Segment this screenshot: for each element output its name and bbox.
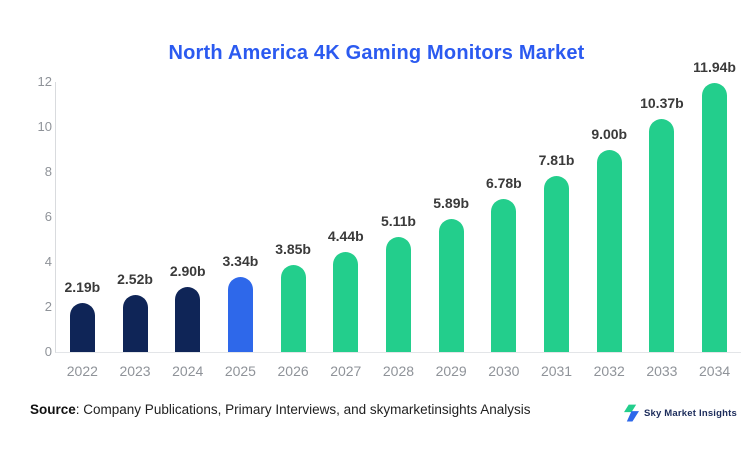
- bar: [227, 276, 253, 352]
- bar: [333, 252, 359, 352]
- bar-group: 6.78b 2030: [478, 82, 531, 379]
- bar-value-label: 10.37b: [640, 94, 684, 111]
- y-axis: 12 10 8 6 4 2 0: [28, 74, 52, 359]
- bar-value-label: 3.34b: [222, 252, 259, 269]
- plot-area: 2.19b 2022 2.52b 2023 2.90b 2024 3.34b 2…: [55, 59, 741, 380]
- bar-group: 5.89b 2029: [425, 82, 478, 379]
- bar-group: 4.44b 2027: [319, 82, 372, 379]
- x-axis-year-label: 2031: [540, 363, 573, 379]
- bar-group: 2.52b 2023: [109, 82, 162, 379]
- source-note: Source: Company Publications, Primary In…: [30, 402, 530, 417]
- x-axis-year-label: 2027: [330, 363, 362, 379]
- x-axis-year-label: 2025: [224, 363, 256, 379]
- x-axis-year-label: 2022: [66, 363, 98, 379]
- bar-value-label: 2.19b: [64, 278, 101, 295]
- chart-title: North America 4K Gaming Monitors Market: [168, 42, 585, 64]
- y-tick-label: 2: [44, 299, 52, 314]
- bars-row: 2.19b 2022 2.52b 2023 2.90b 2024 3.34b 2…: [56, 59, 741, 380]
- bar-value-label: 2.52b: [117, 271, 153, 288]
- source-label: Source: [30, 402, 76, 417]
- bar-value-label: 5.11b: [380, 213, 416, 230]
- bar-group: 2.90b 2024: [161, 82, 214, 379]
- bar-value-label: 2.90b: [169, 262, 206, 279]
- bar-value-label: 3.85b: [275, 241, 311, 258]
- x-axis-year-label: 2026: [277, 363, 309, 379]
- bar: [122, 295, 148, 352]
- bar-group: 11.94b 2034: [688, 59, 741, 379]
- bar: [175, 286, 201, 352]
- bar-chart: 12 10 8 6 4 2 0 2.19b 2022 2.52b 2023 2.90b 20…: [28, 59, 742, 380]
- y-tick-label: 10: [37, 119, 52, 134]
- bar-value-label: 7.81b: [538, 152, 575, 169]
- bar-value-label: 11.94b: [693, 59, 736, 76]
- bar-value-label: 4.44b: [327, 228, 364, 245]
- lightning-bolt-icon: [623, 404, 639, 422]
- bar-group: 10.37b 2033: [636, 82, 689, 379]
- y-tick-label: 12: [37, 74, 52, 89]
- bar: [280, 265, 306, 352]
- x-axis-year-label: 2028: [382, 363, 415, 379]
- y-tick-label: 8: [44, 164, 52, 179]
- source-text: : Company Publications, Primary Intervie…: [75, 402, 531, 417]
- bar-group: 9.00b 2032: [583, 82, 636, 380]
- bar-value-label: 6.78b: [485, 175, 522, 192]
- brand-logo: Sky Market Insights: [623, 404, 737, 422]
- x-axis-year-label: 2032: [593, 363, 625, 379]
- x-axis-year-label: 2033: [646, 363, 678, 379]
- x-axis-year-label: 2023: [119, 363, 151, 379]
- bar-group: 3.34b 2025: [214, 82, 267, 379]
- bar: [491, 199, 517, 352]
- bar: [649, 118, 675, 352]
- bar: [596, 149, 622, 352]
- bar-value-label: 9.00b: [591, 125, 628, 142]
- y-tick-label: 6: [44, 209, 52, 224]
- bar-group: 7.81b 2031: [530, 82, 583, 379]
- x-axis-year-label: 2030: [488, 363, 520, 379]
- x-axis-year-label: 2024: [172, 363, 204, 379]
- bar: [69, 302, 95, 352]
- bar-group: 3.85b 2026: [267, 82, 320, 379]
- x-axis-year-label: 2034: [699, 363, 731, 379]
- bar: [702, 83, 728, 352]
- bar-value-label: 5.89b: [433, 195, 470, 212]
- x-axis-year-label: 2029: [435, 363, 467, 379]
- bar: [385, 237, 411, 352]
- y-tick-label: 0: [44, 344, 52, 359]
- bar-group: 5.11b 2028: [372, 82, 425, 379]
- bar-group: 2.19b 2022: [56, 82, 109, 379]
- y-tick-label: 4: [44, 254, 52, 269]
- bar: [438, 219, 464, 352]
- brand-name: Sky Market Insights: [643, 407, 737, 419]
- bar: [544, 176, 570, 352]
